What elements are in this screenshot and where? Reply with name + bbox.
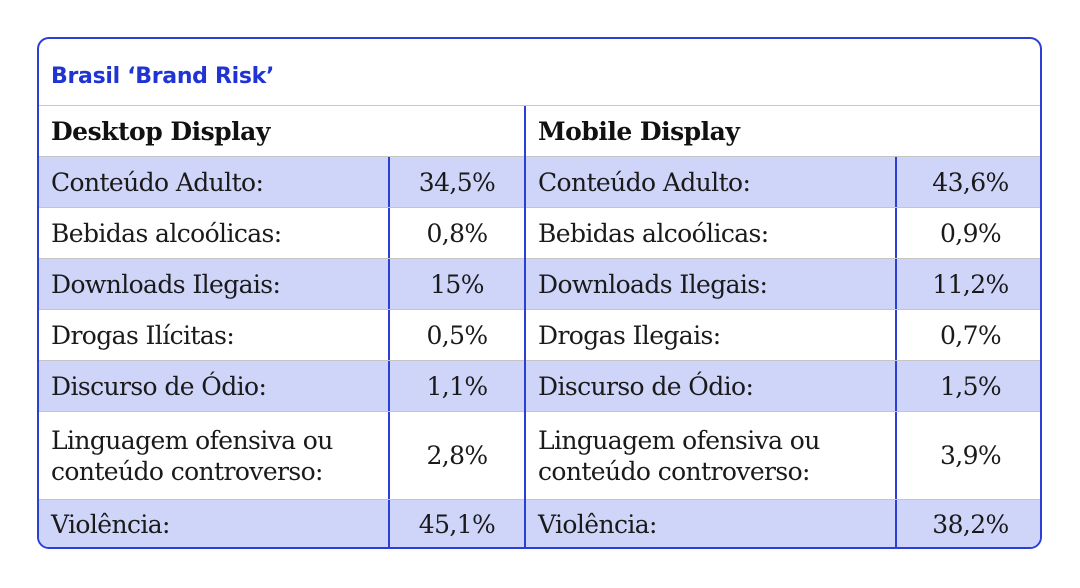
- table-row: Violência: 45,1%: [39, 499, 524, 547]
- mobile-heading: Mobile Display: [538, 116, 740, 146]
- row-label-line: Linguagem ofensiva ou: [51, 425, 333, 455]
- row-value: 11,2%: [895, 259, 1040, 309]
- row-label: Bebidas alcoólicas:: [51, 218, 282, 248]
- row-value: 43,6%: [895, 157, 1040, 207]
- table-row: Drogas Ilegais: 0,7%: [526, 309, 1040, 360]
- table-row: Bebidas alcoólicas: 0,9%: [526, 207, 1040, 258]
- row-label-line: conteúdo controverso:: [51, 456, 323, 486]
- row-label: Violência:: [538, 510, 657, 539]
- row-label: Linguagem ofensiva ou conteúdo controver…: [526, 412, 895, 499]
- row-label: Drogas Ilegais:: [538, 320, 721, 350]
- card-title: Brasil ‘Brand Risk’: [51, 63, 275, 89]
- row-value: 34,5%: [388, 157, 524, 207]
- table-row: Downloads Ilegais: 11,2%: [526, 258, 1040, 309]
- table-row: Drogas Ilícitas: 0,5%: [39, 309, 524, 360]
- row-label: Discurso de Ódio:: [538, 371, 754, 401]
- row-label: Conteúdo Adulto:: [51, 167, 264, 197]
- row-value: 3,9%: [895, 412, 1040, 499]
- row-value: 0,7%: [895, 310, 1040, 360]
- comparison-table: Desktop Display Conteúdo Adulto: 34,5% B…: [39, 106, 1040, 547]
- row-value: 0,5%: [388, 310, 524, 360]
- table-row: Downloads Ilegais: 15%: [39, 258, 524, 309]
- table-row: Conteúdo Adulto: 34,5%: [39, 156, 524, 207]
- row-label: Downloads Ilegais:: [538, 269, 768, 299]
- row-value: 45,1%: [388, 500, 524, 547]
- row-value: 38,2%: [895, 500, 1040, 547]
- row-label: Violência:: [51, 510, 170, 539]
- row-value: 0,9%: [895, 208, 1040, 258]
- table-row: Discurso de Ódio: 1,1%: [39, 360, 524, 411]
- row-label-line: Linguagem ofensiva ou: [538, 425, 820, 455]
- row-label: Linguagem ofensiva ou conteúdo controver…: [39, 412, 388, 499]
- row-label: Conteúdo Adulto:: [538, 167, 751, 197]
- table-row: Linguagem ofensiva ou conteúdo controver…: [526, 411, 1040, 499]
- table-row: Violência: 38,2%: [526, 499, 1040, 547]
- row-value: 0,8%: [388, 208, 524, 258]
- brand-risk-card: Brasil ‘Brand Risk’ Desktop Display Cont…: [37, 37, 1042, 549]
- table-row: Bebidas alcoólicas: 0,8%: [39, 207, 524, 258]
- row-label: Drogas Ilícitas:: [51, 320, 235, 350]
- row-value: 15%: [388, 259, 524, 309]
- row-value: 1,1%: [388, 361, 524, 411]
- desktop-column: Desktop Display Conteúdo Adulto: 34,5% B…: [39, 106, 524, 547]
- row-value: 1,5%: [895, 361, 1040, 411]
- table-row: Discurso de Ódio: 1,5%: [526, 360, 1040, 411]
- table-row: Conteúdo Adulto: 43,6%: [526, 156, 1040, 207]
- row-label: Discurso de Ódio:: [51, 371, 267, 401]
- card-header: Brasil ‘Brand Risk’: [39, 39, 1040, 106]
- table-row: Linguagem ofensiva ou conteúdo controver…: [39, 411, 524, 499]
- row-value: 2,8%: [388, 412, 524, 499]
- row-label: Bebidas alcoólicas:: [538, 218, 769, 248]
- row-label: Downloads Ilegais:: [51, 269, 281, 299]
- desktop-heading: Desktop Display: [51, 116, 270, 146]
- mobile-column: Mobile Display Conteúdo Adulto: 43,6% Be…: [524, 106, 1040, 547]
- row-label-line: conteúdo controverso:: [538, 456, 810, 486]
